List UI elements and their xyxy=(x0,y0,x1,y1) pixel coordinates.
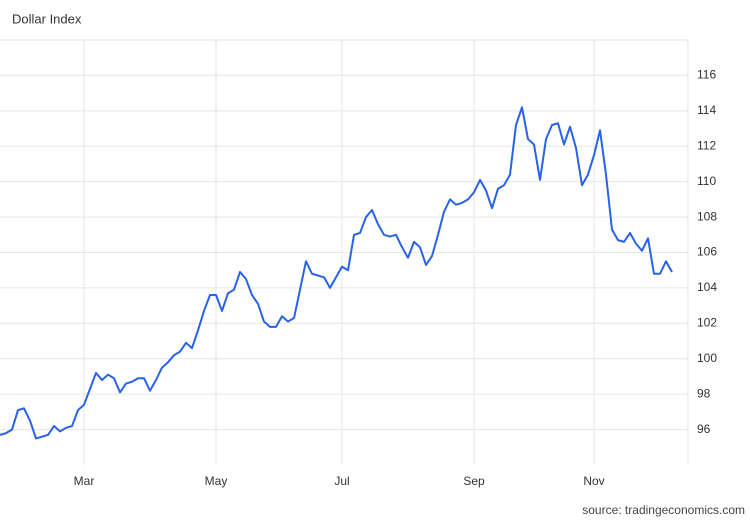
y-tick-label: 112 xyxy=(697,138,716,152)
y-tick-label: 110 xyxy=(697,174,716,188)
y-tick-label: 96 xyxy=(697,422,711,436)
y-tick-label: 98 xyxy=(697,386,711,400)
x-tick-label: Nov xyxy=(583,474,604,488)
y-tick-label: 102 xyxy=(697,316,717,330)
y-tick-label: 100 xyxy=(697,351,717,365)
y-tick-label: 116 xyxy=(697,68,716,82)
x-tick-label: Jul xyxy=(334,474,349,488)
x-tick-label: Mar xyxy=(74,474,95,488)
y-tick-label: 104 xyxy=(697,280,717,294)
chart-title: Dollar Index xyxy=(12,11,82,26)
data-line xyxy=(0,106,673,440)
y-tick-label: 108 xyxy=(697,209,717,223)
x-tick-label: Sep xyxy=(463,474,485,488)
y-tick-label: 114 xyxy=(697,103,716,117)
x-tick-label: May xyxy=(205,474,228,488)
y-tick-label: 106 xyxy=(697,245,717,259)
source-note: source: tradingeconomics.com xyxy=(582,503,745,517)
